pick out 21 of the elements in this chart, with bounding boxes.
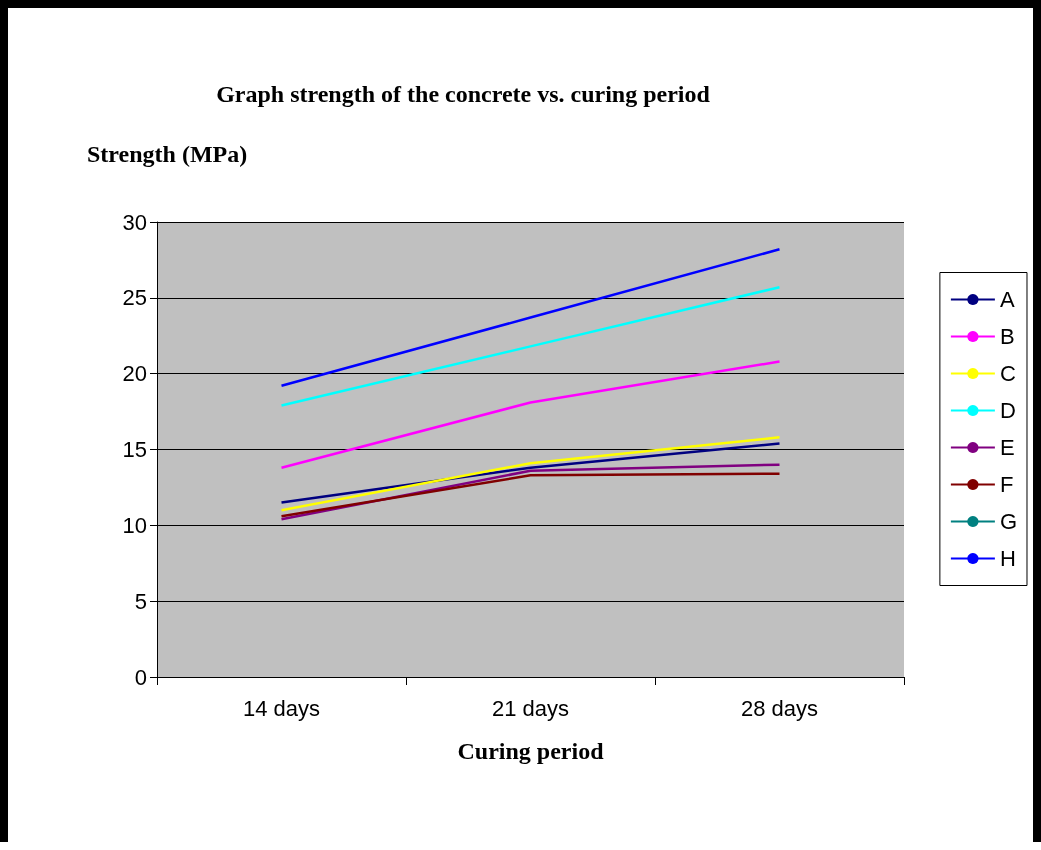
y-tick-label: 25: [122, 285, 147, 311]
y-tick-label: 20: [122, 361, 147, 387]
legend-label: E: [999, 435, 1015, 460]
legend-label: H: [999, 546, 1016, 571]
legend-label: F: [999, 472, 1014, 497]
y-tick-label: 10: [122, 512, 147, 538]
x-tick-label: 21 days: [491, 695, 570, 721]
x-axis-title: Curing period: [457, 738, 605, 764]
y-tick-label: 5: [134, 588, 147, 614]
y-axis-title: Strength (MPa): [87, 141, 248, 167]
legend-label: D: [999, 398, 1016, 423]
y-tick-label: 30: [122, 209, 147, 235]
legend-label: G: [999, 509, 1018, 534]
legend-label: A: [999, 287, 1015, 312]
legend-label: B: [999, 324, 1015, 349]
x-tick-label: 28 days: [740, 695, 819, 721]
legend-label: C: [999, 361, 1016, 386]
x-tick-label: 14 days: [242, 695, 321, 721]
y-tick-label: 0: [134, 664, 147, 690]
y-tick-label: 15: [122, 437, 147, 462]
chart-title: Graph strength of the concrete vs. curing period: [216, 81, 711, 107]
